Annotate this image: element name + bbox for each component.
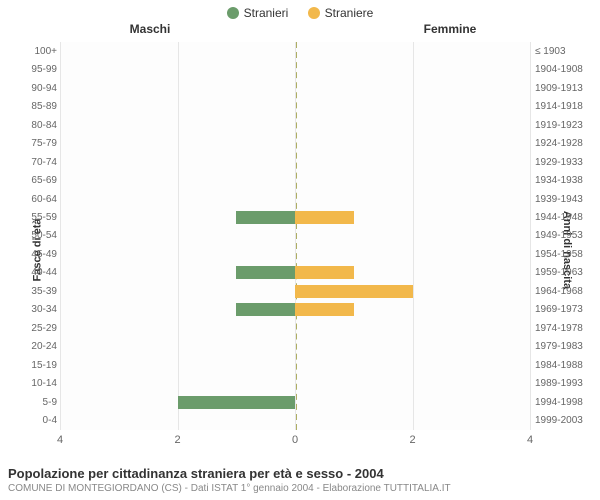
y-right-label: 1984-1988 [535,356,590,374]
legend-label-male: Stranieri [244,6,289,20]
bar-female [295,285,413,298]
header-female: Femmine [300,22,600,36]
y-left-label: 5-9 [2,393,57,411]
bar-female [295,211,354,224]
y-left-label: 45-49 [2,245,57,263]
y-left-label: 0-4 [2,412,57,430]
y-left-label: 35-39 [2,282,57,300]
plot-area [60,42,530,430]
bar-female [295,303,354,316]
y-left-label: 55-59 [2,208,57,226]
bar-row [60,97,530,115]
y-right-label: 1924-1928 [535,134,590,152]
bar-row [60,227,530,245]
bar-female [295,266,354,279]
y-right-label: 1959-1963 [535,264,590,282]
y-right-label: 1954-1958 [535,245,590,263]
legend-item-female: Straniere [308,6,374,20]
y-right-label: 1979-1983 [535,338,590,356]
gridline [530,42,531,430]
bar-row [60,412,530,430]
y-right-label: 1969-1973 [535,301,590,319]
y-right-label: 1914-1918 [535,97,590,115]
chart-container: Stranieri Straniere Maschi Femmine Fasce… [0,0,600,500]
bar-row [60,153,530,171]
y-left-label: 65-69 [2,171,57,189]
y-left-label: 95-99 [2,60,57,78]
y-left-label: 50-54 [2,227,57,245]
y-right-label: 1919-1923 [535,116,590,134]
y-right-label: 1999-2003 [535,412,590,430]
y-left-label: 70-74 [2,153,57,171]
y-right-label: 1989-1993 [535,375,590,393]
y-right-label: 1934-1938 [535,171,590,189]
bar-male [236,303,295,316]
y-left-labels: 100+95-9990-9485-8980-8475-7970-7465-696… [2,42,57,430]
y-left-label: 60-64 [2,190,57,208]
y-left-label: 85-89 [2,97,57,115]
legend-swatch-female [308,7,320,19]
bar-row [60,282,530,300]
y-left-label: 75-79 [2,134,57,152]
y-left-label: 30-34 [2,301,57,319]
legend-label-female: Straniere [325,6,374,20]
y-left-label: 25-29 [2,319,57,337]
header-male: Maschi [0,22,300,36]
bar-row [60,79,530,97]
legend-swatch-male [227,7,239,19]
y-right-label: 1904-1908 [535,60,590,78]
bar-male [236,266,295,279]
bar-row [60,264,530,282]
y-left-label: 20-24 [2,338,57,356]
bar-row [60,60,530,78]
x-tick: 2 [174,434,180,446]
y-right-label: 1939-1943 [535,190,590,208]
legend: Stranieri Straniere [0,0,600,22]
y-right-label: 1974-1978 [535,319,590,337]
bar-row [60,171,530,189]
y-right-label: 1994-1998 [535,393,590,411]
y-right-labels: ≤ 19031904-19081909-19131914-19181919-19… [535,42,590,430]
x-tick: 2 [409,434,415,446]
bar-male [236,211,295,224]
bar-row [60,245,530,263]
x-tick: 4 [527,434,533,446]
y-right-label: 1909-1913 [535,79,590,97]
x-tick: 0 [292,434,298,446]
bar-row [60,208,530,226]
bar-row [60,356,530,374]
y-left-label: 90-94 [2,79,57,97]
y-left-label: 80-84 [2,116,57,134]
bar-row [60,134,530,152]
y-left-label: 15-19 [2,356,57,374]
y-right-label: ≤ 1903 [535,42,590,60]
y-left-label: 40-44 [2,264,57,282]
x-ticks: 4 2 0 2 4 [60,434,530,448]
bar-row [60,338,530,356]
bar-row [60,301,530,319]
column-headers: Maschi Femmine [0,22,600,42]
x-tick: 4 [57,434,63,446]
plot-inner [60,42,530,430]
chart-subtitle: COMUNE DI MONTEGIORDANO (CS) - Dati ISTA… [8,483,592,494]
chart-title: Popolazione per cittadinanza straniera p… [8,466,592,481]
footer: Popolazione per cittadinanza straniera p… [8,466,592,494]
y-right-label: 1944-1948 [535,208,590,226]
bar-row [60,375,530,393]
y-right-label: 1964-1968 [535,282,590,300]
bar-row [60,319,530,337]
bar-row [60,116,530,134]
legend-item-male: Stranieri [227,6,289,20]
bar-male [178,396,296,409]
bar-row [60,190,530,208]
y-right-label: 1949-1953 [535,227,590,245]
y-left-label: 10-14 [2,375,57,393]
bar-row [60,393,530,411]
y-right-label: 1929-1933 [535,153,590,171]
y-left-label: 100+ [2,42,57,60]
bar-row [60,42,530,60]
